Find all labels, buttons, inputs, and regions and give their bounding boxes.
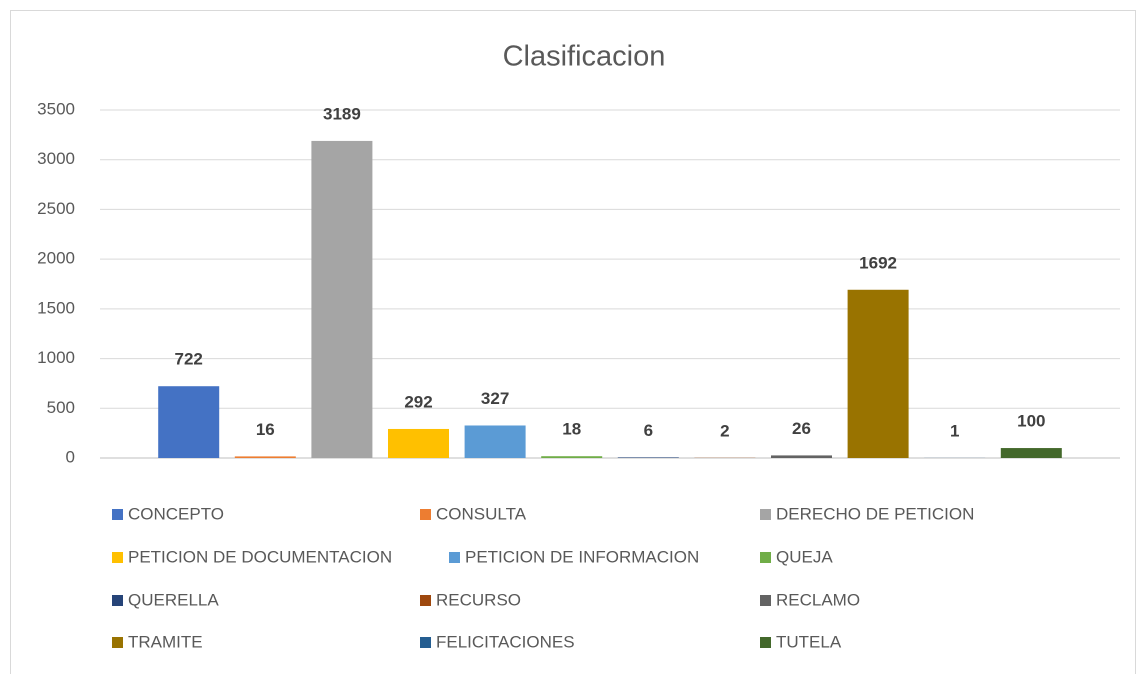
legend-label: QUEJA bbox=[776, 547, 833, 566]
data-label: 1 bbox=[950, 421, 959, 440]
y-tick-label: 0 bbox=[66, 447, 75, 466]
data-label: 1692 bbox=[859, 253, 897, 272]
bar bbox=[158, 386, 220, 458]
data-label: 26 bbox=[792, 419, 811, 438]
legend-swatch bbox=[760, 509, 771, 520]
legend-label: CONSULTA bbox=[436, 504, 527, 523]
legend-swatch bbox=[449, 552, 460, 563]
y-tick-label: 3000 bbox=[37, 149, 75, 168]
y-tick-label: 1500 bbox=[37, 298, 75, 317]
legend-label: QUERELLA bbox=[128, 590, 219, 609]
bar bbox=[464, 425, 526, 458]
legend-swatch bbox=[760, 595, 771, 606]
legend-swatch bbox=[760, 552, 771, 563]
bar bbox=[771, 455, 832, 458]
legend-swatch bbox=[760, 637, 771, 648]
data-label: 722 bbox=[175, 350, 203, 369]
legend-swatch bbox=[112, 637, 123, 648]
data-label: 2 bbox=[720, 421, 729, 440]
legend-swatch bbox=[112, 509, 123, 520]
chart-title: Clasificacion bbox=[503, 41, 666, 73]
y-tick-label: 500 bbox=[47, 398, 75, 417]
data-label: 100 bbox=[1017, 412, 1045, 431]
legend-label: RECLAMO bbox=[776, 590, 860, 609]
y-tick-label: 3500 bbox=[37, 99, 75, 118]
data-label: 6 bbox=[644, 421, 653, 440]
bar bbox=[1000, 448, 1062, 458]
legend-label: CONCEPTO bbox=[128, 504, 224, 523]
y-tick-label: 2500 bbox=[37, 199, 75, 218]
bar bbox=[388, 428, 449, 458]
chart-border bbox=[10, 10, 1136, 674]
data-label: 292 bbox=[404, 392, 432, 411]
bar bbox=[847, 289, 909, 458]
legend-label: TUTELA bbox=[776, 632, 842, 651]
legend-label: PETICION DE INFORMACION bbox=[465, 547, 699, 566]
y-tick-label: 2000 bbox=[37, 249, 75, 268]
legend-swatch bbox=[112, 595, 123, 606]
data-label: 18 bbox=[562, 420, 581, 439]
data-label: 3189 bbox=[323, 104, 361, 123]
data-label: 16 bbox=[256, 420, 275, 439]
legend-swatch bbox=[420, 509, 431, 520]
legend-label: DERECHO DE PETICION bbox=[776, 504, 974, 523]
y-tick-label: 1000 bbox=[37, 348, 75, 367]
legend-swatch bbox=[420, 637, 431, 648]
legend-swatch bbox=[420, 595, 431, 606]
bar bbox=[617, 457, 679, 458]
legend-label: RECURSO bbox=[436, 590, 521, 609]
legend-swatch bbox=[112, 552, 123, 563]
data-label: 327 bbox=[481, 389, 509, 408]
bar bbox=[311, 140, 373, 458]
legend-label: PETICION DE DOCUMENTACION bbox=[128, 547, 392, 566]
bar bbox=[234, 456, 296, 458]
legend-label: TRAMITE bbox=[128, 632, 203, 651]
legend-label: FELICITACIONES bbox=[436, 632, 575, 651]
bar bbox=[541, 456, 603, 458]
